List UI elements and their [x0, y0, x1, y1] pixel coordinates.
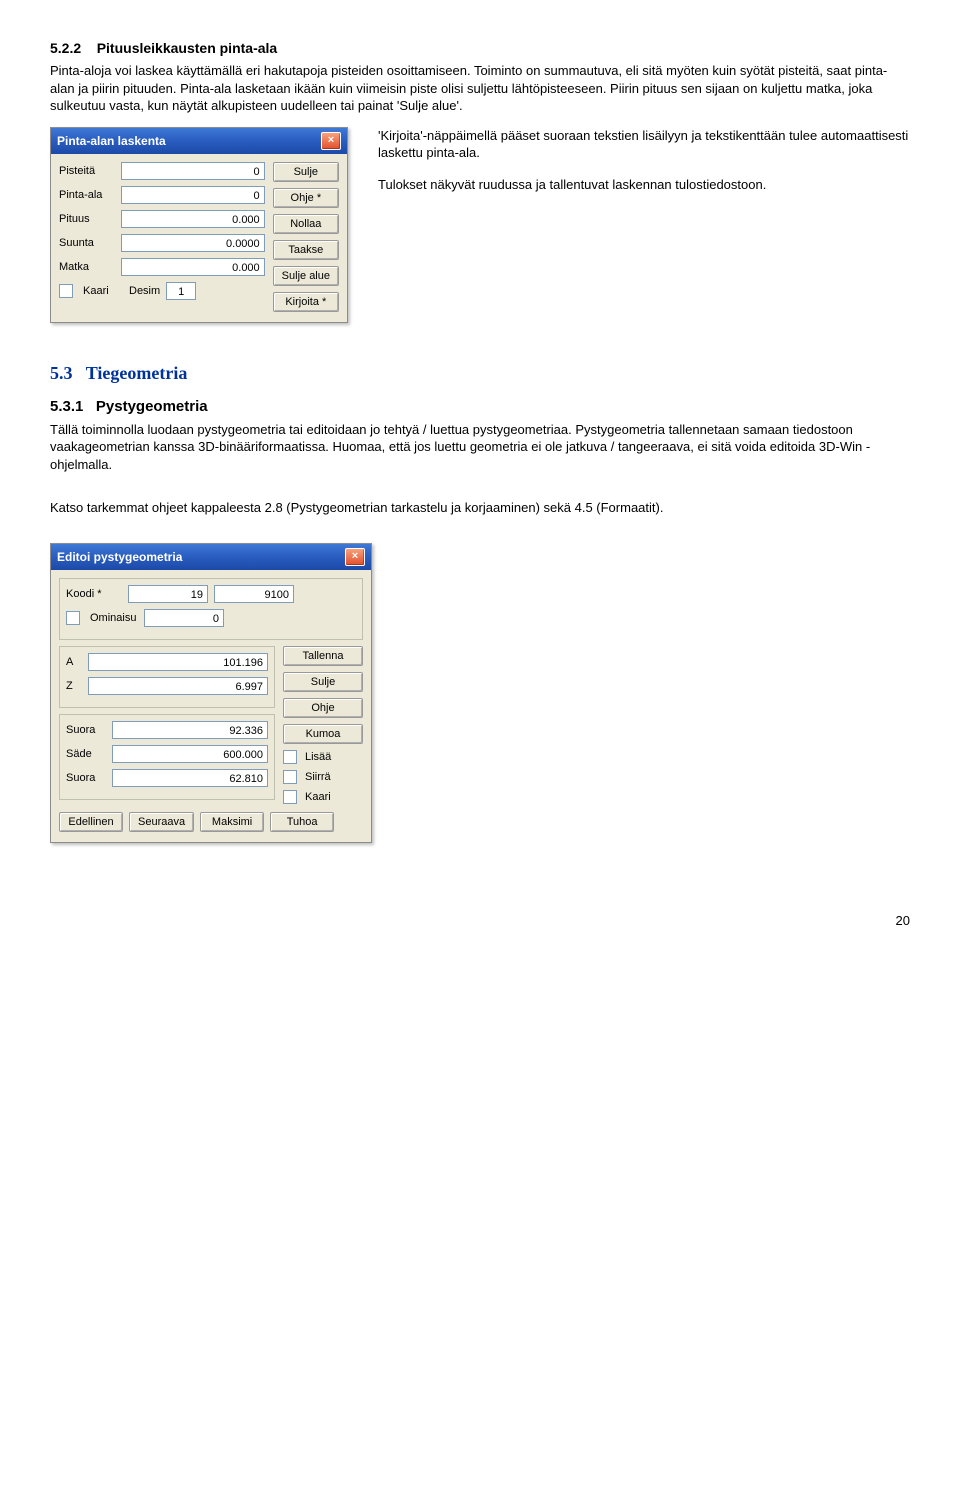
dialog2-title: Editoi pystygeometria	[57, 550, 182, 564]
close-icon[interactable]: ×	[345, 548, 365, 566]
checkbox-siirra[interactable]	[283, 770, 297, 784]
input-pisteita[interactable]: 0	[121, 162, 265, 180]
input-suunta[interactable]: 0.0000	[121, 234, 265, 252]
label-suunta: Suunta	[59, 237, 115, 249]
input-desim[interactable]: 1	[166, 282, 196, 300]
section-531-heading: 5.3.1 Pystygeometria	[50, 398, 910, 415]
label-a: A	[66, 656, 82, 668]
dialog1-side-text: 'Kirjoita'-näppäimellä pääset suoraan te…	[378, 127, 910, 323]
section-522-title: Pituusleikkausten pinta-ala	[97, 40, 278, 56]
section-522-p1: Pinta-aloja voi laskea käyttämällä eri h…	[50, 62, 910, 115]
label-sade: Säde	[66, 748, 106, 760]
input-matka[interactable]: 0.000	[121, 258, 265, 276]
label-z: Z	[66, 680, 82, 692]
label-pisteita: Pisteitä	[59, 165, 115, 177]
section-522-num: 5.2.2	[50, 40, 81, 56]
label-desim: Desim	[129, 285, 160, 297]
kirjoita-button[interactable]: Kirjoita *	[273, 292, 339, 312]
input-ominaisu[interactable]: 0	[144, 609, 224, 627]
close-icon[interactable]: ×	[321, 132, 341, 150]
dialog1-title: Pinta-alan laskenta	[57, 134, 166, 148]
checkbox-lisaa[interactable]	[283, 750, 297, 764]
label-pintaala: Pinta-ala	[59, 189, 115, 201]
edellinen-button[interactable]: Edellinen	[59, 812, 123, 832]
dialog2-titlebar: Editoi pystygeometria ×	[51, 544, 371, 570]
label-pituus: Pituus	[59, 213, 115, 225]
input-a[interactable]: 101.196	[88, 653, 268, 671]
label-lisaa: Lisää	[305, 751, 331, 763]
input-z[interactable]: 6.997	[88, 677, 268, 695]
label-kaari: Kaari	[83, 285, 123, 297]
label-siirra: Siirrä	[305, 771, 331, 783]
section-531-title: Pystygeometria	[96, 398, 208, 415]
maksimi-button[interactable]: Maksimi	[200, 812, 264, 832]
tuhoa-button[interactable]: Tuhoa	[270, 812, 334, 832]
seuraava-button[interactable]: Seuraava	[129, 812, 194, 832]
label-suora2: Suora	[66, 772, 106, 784]
label-kaari2: Kaari	[305, 791, 331, 803]
section-531-p1: Tällä toiminnolla luodaan pystygeometria…	[50, 421, 910, 474]
input-koodi2[interactable]: 9100	[214, 585, 294, 603]
section-53-num: 5.3	[50, 363, 73, 383]
input-pituus[interactable]: 0.000	[121, 210, 265, 228]
label-matka: Matka	[59, 261, 115, 273]
nollaa-button[interactable]: Nollaa	[273, 214, 339, 234]
side1-p2: Tulokset näkyvät ruudussa ja tallentuvat…	[378, 176, 910, 194]
tallenna-button[interactable]: Tallenna	[283, 646, 363, 666]
label-ominaisu: Ominaisu	[90, 612, 138, 624]
editoi-pystygeometria-dialog: Editoi pystygeometria × Koodi * 19 9100 …	[50, 543, 372, 843]
input-koodi1[interactable]: 19	[128, 585, 208, 603]
sulje-button[interactable]: Sulje	[273, 162, 339, 182]
suljealue-button[interactable]: Sulje alue	[273, 266, 339, 286]
kumoa-button[interactable]: Kumoa	[283, 724, 363, 744]
section-522-heading: 5.2.2 Pituusleikkausten pinta-ala	[50, 40, 910, 56]
sulje2-button[interactable]: Sulje	[283, 672, 363, 692]
pinta-ala-dialog: Pinta-alan laskenta × Pisteitä 0 Pinta-a…	[50, 127, 348, 323]
taakse-button[interactable]: Taakse	[273, 240, 339, 260]
page-number: 20	[50, 913, 910, 928]
section-53-title: Tiegeometria	[86, 363, 188, 383]
input-pintaala[interactable]: 0	[121, 186, 265, 204]
ohje2-button[interactable]: Ohje	[283, 698, 363, 718]
input-sade[interactable]: 600.000	[112, 745, 268, 763]
label-suora: Suora	[66, 724, 106, 736]
input-suora2[interactable]: 62.810	[112, 769, 268, 787]
section-53-heading: 5.3 Tiegeometria	[50, 363, 910, 384]
input-suora[interactable]: 92.336	[112, 721, 268, 739]
section-531-num: 5.3.1	[50, 398, 83, 415]
section-531-p2: Katso tarkemmat ohjeet kappaleesta 2.8 (…	[50, 499, 910, 517]
checkbox-kaari[interactable]	[59, 284, 77, 298]
dialog1-titlebar: Pinta-alan laskenta ×	[51, 128, 347, 154]
checkbox-ominaisu[interactable]	[66, 611, 84, 625]
ohje-button[interactable]: Ohje *	[273, 188, 339, 208]
label-koodi: Koodi *	[66, 588, 122, 600]
side1-p1: 'Kirjoita'-näppäimellä pääset suoraan te…	[378, 127, 910, 162]
checkbox-kaari2[interactable]	[283, 790, 297, 804]
